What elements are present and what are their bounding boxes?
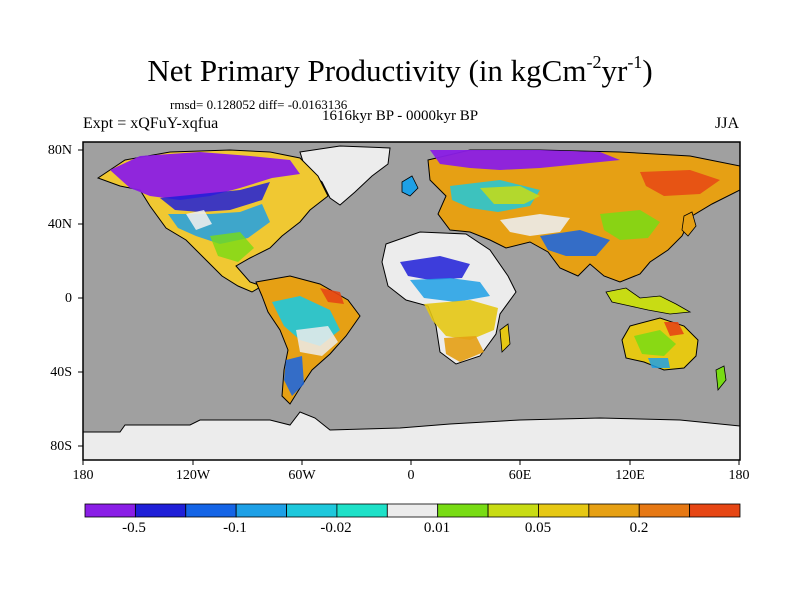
antarctica	[83, 411, 740, 460]
land-layer	[83, 145, 740, 460]
lon-label-180w: 180	[72, 468, 94, 483]
title-sup-2: -1	[627, 52, 643, 72]
stats-text: rmsd= 0.128052 diff= -0.0163136	[170, 97, 348, 112]
colorbar-box-10	[538, 503, 590, 518]
sa-red-spot	[320, 288, 344, 304]
africa-yellow-band	[424, 300, 498, 340]
eurasia-blue-band	[540, 230, 610, 256]
colorbar-box-6	[336, 503, 388, 518]
eurasia-green-band	[600, 210, 660, 240]
lon-label-120w: 120W	[175, 468, 211, 483]
maritime-continent	[605, 287, 692, 315]
map-title: Net Primary Productivity (in kgCm-2yr-1)	[0, 52, 800, 89]
lon-label-0: 0	[407, 468, 415, 483]
title-mid: yr	[601, 53, 628, 88]
eurasia-red-band	[640, 170, 720, 196]
period-text: 1616kyr BP - 0000kyr BP	[322, 108, 479, 124]
lat-label-80n: 80N	[47, 143, 72, 158]
australia-green-band	[634, 330, 676, 356]
na-green-spot	[210, 232, 254, 262]
title-sup-1: -2	[586, 52, 602, 72]
lon-label-180e: 180	[728, 468, 750, 483]
australia-red-spot	[664, 322, 684, 336]
colorbar	[84, 503, 741, 518]
lon-label-60e: 60E	[508, 468, 532, 483]
sa-blue-spot	[284, 356, 304, 396]
colorbar-label-1: -0.5	[122, 520, 146, 536]
colorbar-box-11	[588, 503, 640, 518]
colorbar-box-8	[437, 503, 489, 518]
axis-ticks	[78, 149, 740, 465]
colorbar-label-2: -0.1	[223, 520, 247, 536]
colorbar-label-5: 0.05	[524, 520, 552, 536]
eurasia-purple-band	[430, 150, 620, 170]
colorbar-box-2	[134, 503, 187, 518]
season-text: JJA	[715, 115, 740, 132]
experiment-text: Expt = xQFuY-xqfua	[83, 115, 219, 132]
colorbar-box-4	[235, 503, 287, 518]
title-close: )	[642, 53, 653, 88]
japan	[681, 211, 697, 237]
lat-label-0: 0	[65, 291, 72, 306]
colorbar-box-3	[185, 503, 237, 518]
na-blue-band	[160, 182, 270, 212]
colorbar-box-12	[638, 503, 691, 518]
na-white-spot	[186, 210, 212, 230]
na-purple-band	[110, 152, 300, 200]
colorbar-label-3: -0.02	[320, 520, 352, 536]
british-isles	[401, 175, 419, 197]
colorbar-box-7	[386, 503, 439, 518]
colorbar-label-4: 0.01	[423, 520, 451, 536]
eurasia-yellow-band	[480, 186, 540, 204]
colorbar-box-13	[689, 503, 741, 518]
lat-label-80s: 80S	[50, 439, 72, 454]
africa-orange-band	[444, 336, 484, 362]
colorbar-box-5	[286, 503, 338, 518]
africa-blue-band	[400, 256, 470, 280]
colorbar-box-9	[487, 503, 539, 518]
australia-cyan-spot	[648, 358, 670, 368]
madagascar	[499, 323, 511, 353]
eurasia-white-band	[500, 214, 570, 236]
sa-white-band	[296, 326, 338, 356]
colorbar-label-6: 0.2	[629, 520, 649, 536]
colorbar-box-1	[84, 503, 136, 518]
lat-label-40n: 40N	[47, 217, 72, 232]
new-zealand	[715, 365, 727, 392]
africa-cyan-band	[410, 278, 490, 302]
title-main: Net Primary Productivity (in kgCm	[147, 53, 587, 88]
lon-label-120e: 120E	[615, 468, 645, 483]
lon-label-60w: 60W	[288, 468, 316, 483]
lat-label-40s: 40S	[50, 365, 72, 380]
